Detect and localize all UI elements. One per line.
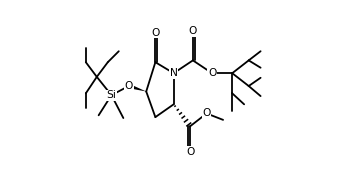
Text: Si: Si [106, 90, 117, 100]
Text: O: O [186, 147, 194, 157]
Text: N: N [170, 68, 178, 78]
Text: O: O [203, 109, 211, 118]
Text: O: O [125, 81, 133, 91]
Text: O: O [189, 26, 197, 36]
Text: O: O [208, 68, 216, 78]
Polygon shape [128, 84, 146, 92]
Text: O: O [151, 28, 160, 38]
